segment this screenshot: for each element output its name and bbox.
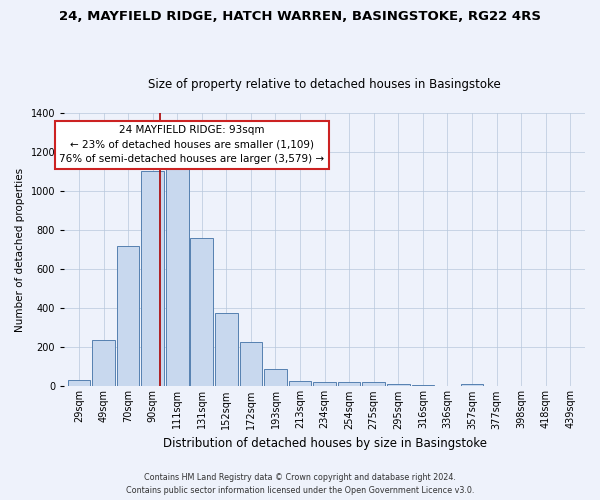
Text: 24 MAYFIELD RIDGE: 93sqm
← 23% of detached houses are smaller (1,109)
76% of sem: 24 MAYFIELD RIDGE: 93sqm ← 23% of detach… — [59, 126, 325, 164]
Bar — [215, 313, 238, 386]
Bar — [117, 246, 139, 386]
Bar — [239, 342, 262, 386]
Bar — [92, 340, 115, 386]
Bar — [68, 380, 90, 386]
Bar — [142, 170, 164, 386]
Bar — [264, 369, 287, 386]
Bar — [289, 380, 311, 386]
Bar — [166, 168, 188, 386]
Bar — [190, 238, 213, 386]
Text: 24, MAYFIELD RIDGE, HATCH WARREN, BASINGSTOKE, RG22 4RS: 24, MAYFIELD RIDGE, HATCH WARREN, BASING… — [59, 10, 541, 23]
Bar — [338, 382, 361, 386]
Title: Size of property relative to detached houses in Basingstoke: Size of property relative to detached ho… — [148, 78, 501, 91]
Bar — [461, 384, 483, 386]
X-axis label: Distribution of detached houses by size in Basingstoke: Distribution of detached houses by size … — [163, 437, 487, 450]
Bar — [387, 384, 410, 386]
Bar — [362, 382, 385, 386]
Text: Contains HM Land Registry data © Crown copyright and database right 2024.
Contai: Contains HM Land Registry data © Crown c… — [126, 474, 474, 495]
Bar — [313, 382, 336, 386]
Y-axis label: Number of detached properties: Number of detached properties — [15, 168, 25, 332]
